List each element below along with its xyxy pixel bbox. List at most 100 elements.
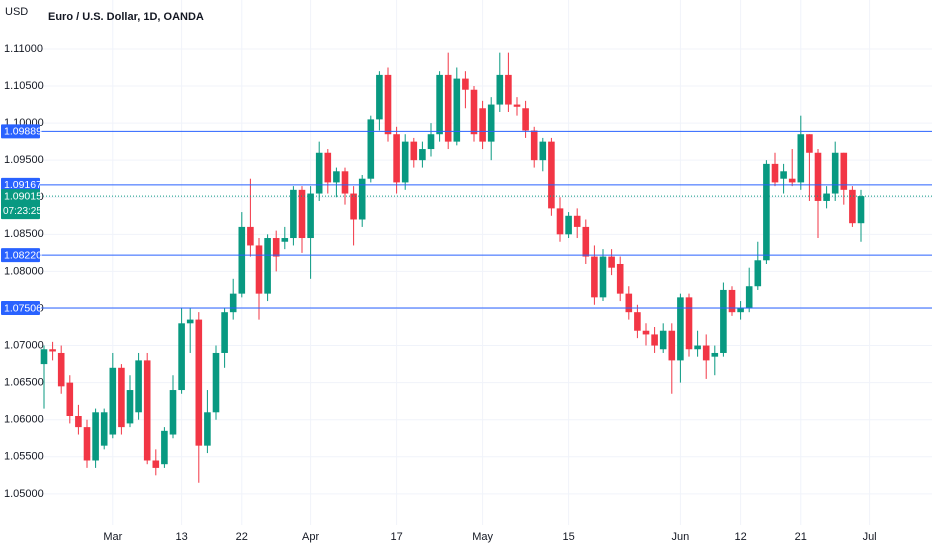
candle-body [272,238,280,257]
x-tick-label: 15 [562,531,574,543]
candle-body [625,293,633,313]
x-tick-label: 21 [795,531,807,543]
candle-body [126,390,134,424]
candle-body [831,152,839,194]
candle-body [49,349,56,352]
currency: USD [5,6,28,18]
level-label: 1.08220 [4,249,42,261]
x-tick-label: May [472,531,493,543]
candle-body [771,163,779,183]
candle-body [565,215,572,235]
candle-body [754,260,762,287]
candle-body [410,141,418,161]
candle-body [229,293,237,313]
x-tick-label: 22 [236,531,248,543]
candles [40,52,865,483]
candle-body [634,312,641,331]
candle-body [470,89,478,135]
candle-body [427,134,435,150]
candle-body [221,312,228,353]
x-tick-label: Jul [863,531,877,543]
candle-body [324,152,332,183]
candle-body [720,289,727,353]
chart-title: Euro / U.S. Dollar, 1D, OANDA [48,11,204,23]
candle-body [849,189,856,224]
candle-body [539,141,547,161]
candle-body [728,289,736,313]
candle-body [599,256,607,298]
overlays: 1.09889 1.09167 1.08220 1.07506 1.09015 07:23… [1,124,932,316]
y-tick-label: 1.09500 [4,154,44,166]
candle-body [264,238,271,294]
candle-body [685,297,693,350]
y-tick-label: 1.11000 [4,43,43,55]
candle-body [290,189,297,239]
candle-body [212,352,220,413]
countdown: 07:23:25 [3,206,42,217]
candle-body [737,308,744,313]
candle-body [92,412,99,461]
level-label-box [1,248,40,263]
x-tick-label: 12 [734,531,746,543]
candle-body [462,78,469,90]
candle-body [788,178,796,183]
candle-body [797,134,805,183]
level-label: 1.09167 [4,179,42,191]
candle-body [573,215,581,227]
candle-body [840,152,848,190]
candle-body [419,149,426,161]
candle-body [591,256,598,298]
y-tick-label: 1.06500 [4,377,44,389]
candle-body [505,74,512,105]
candle-body [358,178,366,220]
candle-body [350,193,357,220]
candle-body [238,226,246,294]
candle-body [393,134,400,183]
candle-body [376,74,383,120]
candle-body [582,226,590,257]
candle-body [608,256,615,268]
last-price-label: 1.09015 [4,190,42,202]
y-tick-label: 1.07000 [4,339,44,351]
candle-body [161,430,168,465]
candle-body [814,152,822,201]
candle-body [281,238,289,242]
candle-body [178,323,185,391]
candle-body [66,382,74,416]
candle-body [40,349,48,365]
candle-body [341,171,349,194]
candle-body [118,367,125,428]
y-tick-label: 1.08500 [4,228,44,240]
candle-body [75,415,82,428]
x-tick-label: 17 [390,531,402,543]
candle-body [143,360,151,461]
y-tick-label: 1.06000 [4,414,44,426]
candle-body [367,119,375,179]
candle-body [135,360,142,413]
candle-body [487,104,495,142]
candle-body [694,345,701,350]
candle-body [100,412,108,446]
candle-body [444,74,452,142]
y-tick-label: 1.10500 [4,80,44,92]
level-label-box [1,301,40,316]
candle-body [152,460,160,468]
level-label: 1.07506 [4,302,42,314]
candle-body [702,345,710,361]
candle-body [857,196,865,224]
candle-body [659,330,667,350]
last-price-box [1,189,40,220]
candle-body [195,319,203,446]
candle-body [496,74,504,105]
candle-body [401,141,409,183]
candle-body [255,245,263,294]
candle-body [556,208,564,235]
candle-body [384,74,392,135]
candle-body [806,134,813,153]
candle-body [83,427,91,461]
candle-body [711,352,719,357]
candle-body [186,319,194,324]
candle-body [651,334,658,346]
candle-body [513,104,521,107]
